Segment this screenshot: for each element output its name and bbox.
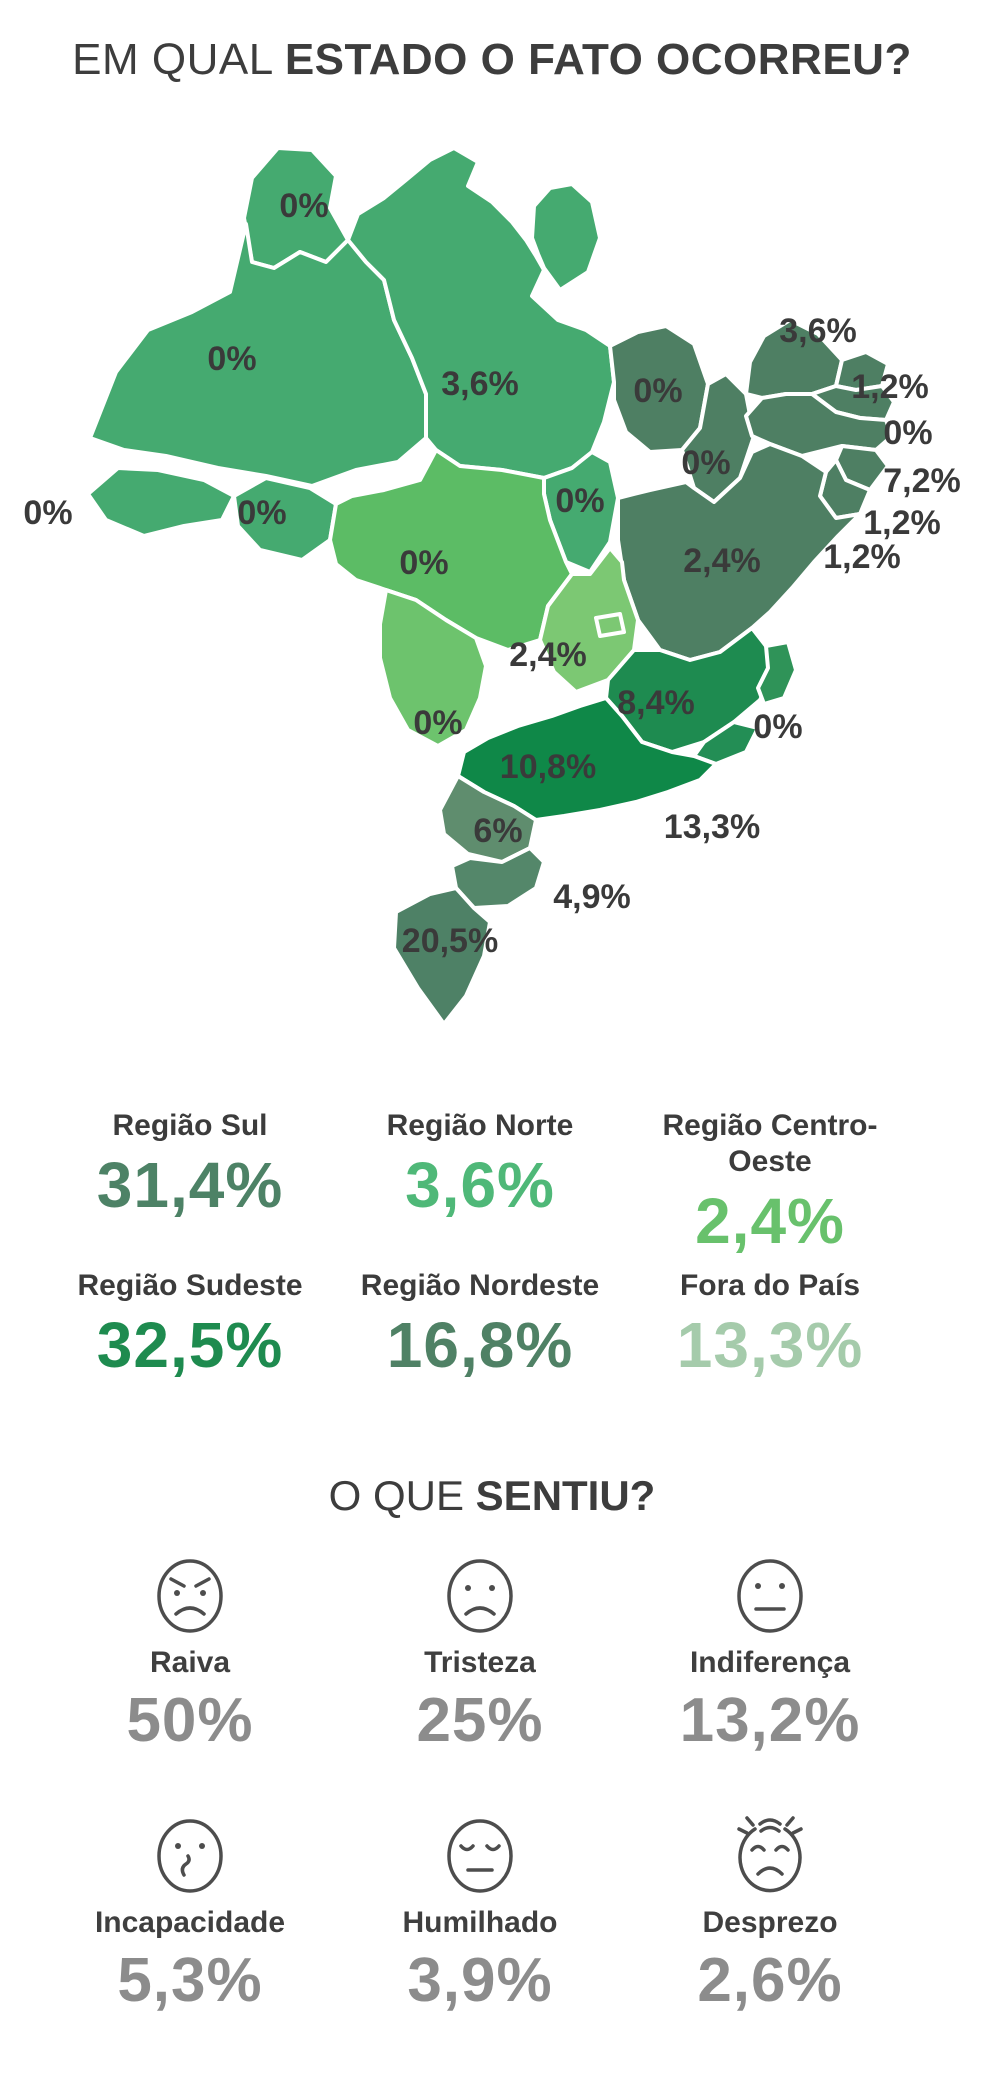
- state-label-acre: 0%: [23, 494, 72, 532]
- state-pernambuco: [744, 392, 894, 458]
- feelings-title-light: O QUE: [328, 1472, 464, 1519]
- state-label-rondonia: 0%: [237, 494, 286, 532]
- region-value: 16,8%: [386, 1309, 574, 1381]
- region-name: Fora do País: [679, 1269, 861, 1302]
- feeling-value: 2,6%: [697, 1946, 843, 2015]
- region-name: Região Sul: [112, 1109, 268, 1142]
- state-label-tocantins: 0%: [555, 482, 604, 520]
- state-label-maranhao: 0%: [633, 372, 682, 410]
- region-value: 31,4%: [96, 1149, 284, 1221]
- feeling-indiferenca: Indiferença 13,2%: [625, 1552, 915, 1754]
- feeling-value: 13,2%: [679, 1686, 861, 1755]
- feeling-value: 5,3%: [117, 1946, 263, 2015]
- region-value: 3,6%: [405, 1149, 555, 1221]
- page-title-bold: ESTADO O FATO OCORREU?: [284, 35, 912, 84]
- feeling-label: Tristeza: [424, 1646, 536, 1679]
- state-mato-grosso-do-sul: [378, 588, 488, 748]
- region-stat-sudeste: Região Sudeste 32,5%: [45, 1268, 335, 1380]
- feelings-section-title: O QUE SENTIU?: [0, 1472, 984, 1520]
- region-stat-sul: Região Sul 31,4%: [45, 1108, 335, 1256]
- feeling-desprezo: Desprezo 2,6%: [625, 1812, 915, 2014]
- state-label-rio-grande-do-norte: 1,2%: [851, 368, 929, 406]
- feelings-title-bold: SENTIU?: [475, 1472, 656, 1519]
- feeling-label: Indiferença: [689, 1646, 851, 1679]
- feeling-value: 50%: [126, 1686, 254, 1755]
- region-stat-centro-oeste: Região Centro-Oeste 2,4%: [625, 1108, 915, 1256]
- humiliated-face-icon: [447, 1819, 513, 1893]
- sad-face-icon: [447, 1559, 513, 1633]
- brazil-map: 0% 0% 0% 0% 3,6% 0% 0% 0% 3,6% 1,2% 0% 7…: [23, 146, 961, 1026]
- state-label-sergipe: 1,2%: [823, 538, 901, 576]
- state-sao-paulo: [456, 696, 718, 822]
- feeling-raiva: Raiva 50%: [45, 1552, 335, 1754]
- state-label-amazonas: 0%: [207, 340, 256, 378]
- region-stat-nordeste: Região Nordeste 16,8%: [335, 1268, 625, 1380]
- neutral-face-icon: [737, 1559, 803, 1633]
- region-stats-row-1: Região Sul 31,4% Região Norte 3,6% Regiã…: [45, 1108, 915, 1256]
- state-label-alagoas: 1,2%: [863, 504, 941, 542]
- state-label-minas-gerais: 8,4%: [617, 684, 695, 722]
- state-goias: [538, 546, 640, 694]
- region-stats-row-2: Região Sudeste 32,5% Região Nordeste 16,…: [45, 1268, 915, 1380]
- region-name: Região Sudeste: [77, 1269, 303, 1302]
- page-title: EM QUAL ESTADO O FATO OCORREU?: [0, 34, 984, 86]
- state-mato-grosso: [328, 448, 574, 652]
- state-label-parana: 6%: [473, 812, 522, 850]
- region-stat-fora-do-pais: Fora do País 13,3%: [625, 1268, 915, 1380]
- state-parana: [438, 774, 538, 864]
- feeling-label: Incapacidade: [94, 1906, 286, 1939]
- region-value: 13,3%: [676, 1309, 864, 1381]
- state-label-bahia: 2,4%: [683, 542, 761, 580]
- state-espirito-santo: [756, 640, 798, 706]
- state-label-pernambuco: 7,2%: [883, 462, 961, 500]
- feeling-humilhado: Humilhado 3,9%: [335, 1812, 625, 2014]
- feelings-row-2: Incapacidade 5,3% Humilhado 3,9% Desprez…: [45, 1812, 915, 2014]
- state-label-ceara: 3,6%: [779, 312, 857, 350]
- state-label-mato-grosso: 0%: [399, 544, 448, 582]
- angry-face-icon: [157, 1559, 223, 1633]
- region-value: 2,4%: [695, 1185, 845, 1257]
- feeling-value: 3,9%: [407, 1946, 553, 2015]
- scorn-face-icon: [737, 1816, 803, 1893]
- state-label-sao-paulo: 10,8%: [500, 748, 596, 786]
- confused-face-icon: [157, 1819, 223, 1893]
- state-label-roraima: 0%: [279, 187, 328, 225]
- state-label-goias: 2,4%: [509, 636, 587, 674]
- feeling-label: Humilhado: [402, 1906, 558, 1939]
- state-label-paraiba: 0%: [883, 414, 932, 452]
- region-stat-norte: Região Norte 3,6%: [335, 1108, 625, 1256]
- state-label-mato-grosso-do-sul: 0%: [413, 704, 462, 742]
- region-name: Região Nordeste: [360, 1269, 600, 1302]
- region-name: Região Norte: [386, 1109, 574, 1142]
- feeling-value: 25%: [416, 1686, 544, 1755]
- state-label-rio-grande-do-sul: 20,5%: [402, 922, 498, 960]
- state-label-espirito-santo: 0%: [753, 708, 802, 746]
- region-name: Região Centro-Oeste: [662, 1109, 878, 1178]
- state-label-piaui: 0%: [681, 444, 730, 482]
- state-label-para: 3,6%: [441, 365, 519, 403]
- feelings-row-1: Raiva 50% Tristeza 25% Indiferença 13,2%: [45, 1552, 915, 1754]
- state-distrito-federal: [594, 612, 626, 638]
- feeling-label: Desprezo: [702, 1906, 838, 1939]
- region-value: 32,5%: [96, 1309, 284, 1381]
- feeling-tristeza: Tristeza 25%: [335, 1552, 625, 1754]
- feeling-label: Raiva: [149, 1646, 231, 1679]
- state-rio-grande-do-sul: [392, 886, 492, 1026]
- state-acre: [86, 466, 236, 538]
- feeling-incapacidade: Incapacidade 5,3%: [45, 1812, 335, 2014]
- page-title-light: EM QUAL: [72, 35, 273, 84]
- state-label-santa-catarina: 4,9%: [553, 878, 631, 916]
- state-label-rio-de-janeiro: 13,3%: [664, 808, 760, 846]
